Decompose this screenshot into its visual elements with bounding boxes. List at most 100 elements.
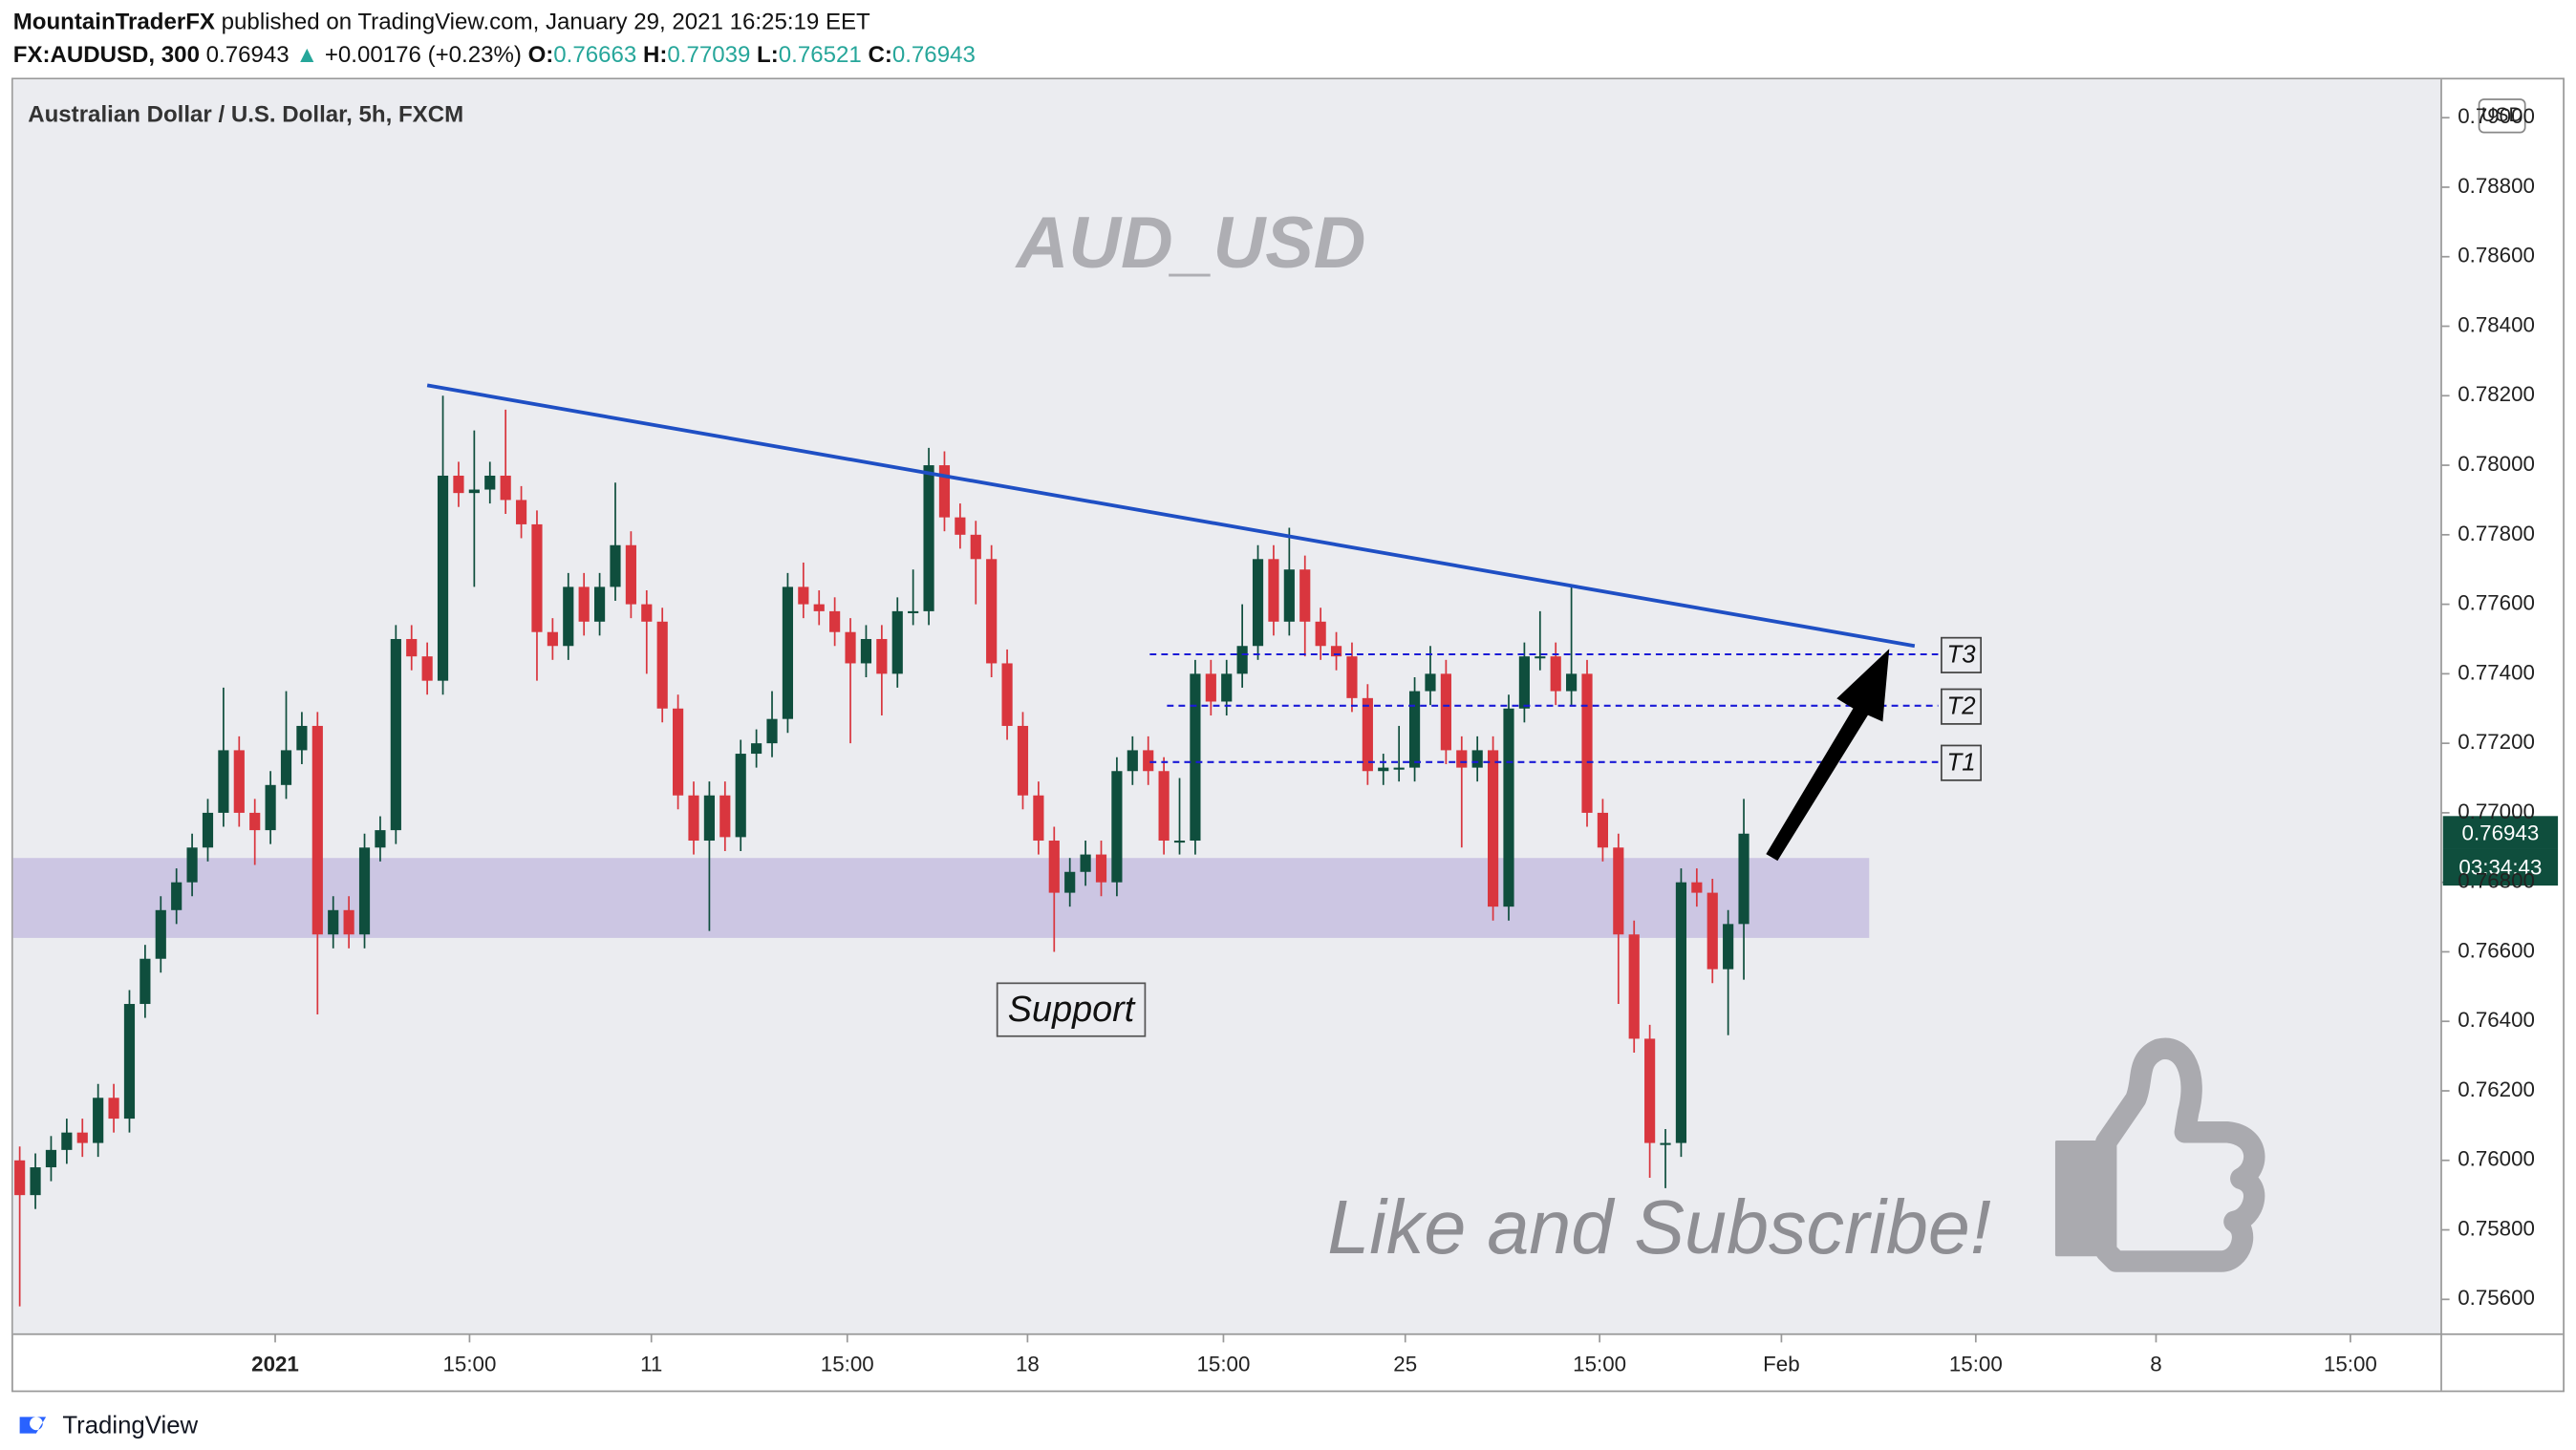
candle-body bbox=[218, 750, 229, 813]
candle-body bbox=[1566, 673, 1578, 692]
candle-body bbox=[375, 830, 386, 848]
candle-body bbox=[280, 750, 292, 785]
candle-body bbox=[343, 909, 354, 935]
candle-body bbox=[798, 586, 809, 605]
candle-body bbox=[1393, 767, 1405, 770]
footer-brand: TradingView bbox=[62, 1413, 198, 1439]
candle-body bbox=[390, 638, 401, 831]
candle-body bbox=[453, 475, 464, 494]
candle-body bbox=[108, 1098, 119, 1119]
candle-body bbox=[891, 610, 903, 674]
candle-body bbox=[468, 489, 480, 494]
price: 0.76943 bbox=[206, 42, 290, 68]
support-zone bbox=[12, 858, 1870, 938]
candle-body bbox=[1033, 795, 1044, 842]
candle-body bbox=[1550, 656, 1561, 692]
candle-body bbox=[249, 812, 261, 831]
candle-body bbox=[1173, 841, 1186, 843]
x-tick-label: 15:00 bbox=[821, 1352, 874, 1375]
candle-body bbox=[1644, 1038, 1656, 1143]
candle-body bbox=[1597, 812, 1609, 848]
candle-body bbox=[1346, 656, 1358, 698]
price-tag: 0.76943 03:34:43 bbox=[2442, 816, 2559, 886]
candle-body bbox=[531, 523, 543, 632]
candle-body bbox=[860, 638, 872, 664]
watermark: AUD_USD bbox=[1015, 203, 1366, 284]
candle-body bbox=[437, 475, 449, 681]
candle-body bbox=[1613, 847, 1624, 935]
candle-body bbox=[1628, 934, 1640, 1039]
candle-body bbox=[751, 743, 762, 755]
o-value: 0.76663 bbox=[553, 42, 636, 68]
candle-body bbox=[1127, 750, 1138, 772]
candle-body bbox=[123, 1004, 136, 1119]
candle-body bbox=[1111, 771, 1123, 883]
o-label: O: bbox=[528, 42, 554, 68]
x-tick-label: 15:00 bbox=[1573, 1352, 1626, 1375]
x-tick-label: 18 bbox=[1016, 1352, 1040, 1375]
support-box bbox=[996, 982, 1147, 1037]
currency-badge bbox=[2478, 98, 2526, 134]
candle-body bbox=[30, 1167, 41, 1196]
candle-body bbox=[970, 534, 981, 560]
candle-body bbox=[421, 656, 433, 681]
candle-body bbox=[265, 784, 276, 831]
candle-body bbox=[1064, 871, 1076, 893]
candle-body bbox=[656, 621, 668, 709]
y-tick-label: 0.76400 bbox=[2458, 1008, 2535, 1032]
candle-body bbox=[1095, 854, 1107, 883]
candle-body bbox=[673, 708, 684, 796]
chart-title: Australian Dollar / U.S. Dollar, 5h, FXC… bbox=[28, 102, 463, 128]
candle-body bbox=[358, 847, 371, 935]
candle-body bbox=[1581, 673, 1593, 813]
candle-body bbox=[1362, 697, 1373, 772]
candle-body bbox=[76, 1132, 88, 1143]
y-tick-label: 0.79000 bbox=[2458, 104, 2535, 128]
x-tick-label: Feb bbox=[1763, 1352, 1799, 1375]
candle-body bbox=[625, 544, 636, 605]
y-tick-label: 0.77400 bbox=[2458, 660, 2535, 684]
candle-body bbox=[328, 909, 339, 935]
candle-body bbox=[563, 586, 574, 647]
h-value: 0.77039 bbox=[667, 42, 750, 68]
c-value: 0.76943 bbox=[892, 42, 976, 68]
candle-body bbox=[845, 631, 856, 664]
candle-body bbox=[406, 638, 418, 657]
candle-body bbox=[155, 909, 166, 959]
l-label: L: bbox=[757, 42, 779, 68]
symbol: FX:AUDUSD, 300 bbox=[13, 42, 200, 68]
candle-body bbox=[955, 517, 966, 535]
l-value: 0.76521 bbox=[779, 42, 862, 68]
target-label: T2 bbox=[1946, 693, 1976, 719]
candle-body bbox=[1518, 656, 1530, 709]
candle-body bbox=[1252, 559, 1264, 647]
candle-body bbox=[593, 586, 606, 622]
candle-body bbox=[923, 465, 934, 611]
candle-body bbox=[1048, 841, 1060, 893]
candle-body bbox=[766, 718, 778, 744]
countdown: 03:34:43 bbox=[2458, 856, 2542, 880]
candle-body bbox=[735, 754, 746, 838]
candle-body bbox=[1143, 750, 1154, 772]
candle-body bbox=[1158, 771, 1170, 842]
candle-body bbox=[938, 465, 951, 518]
currency: USD bbox=[2481, 104, 2523, 126]
plot bbox=[12, 117, 2450, 1343]
countdown-box bbox=[2442, 848, 2559, 886]
thumbs-up bbox=[2054, 1037, 2265, 1272]
x-tick-label: 8 bbox=[2150, 1352, 2161, 1375]
candle-body bbox=[1488, 750, 1499, 907]
candle-body bbox=[703, 795, 715, 842]
candle-body bbox=[641, 604, 653, 622]
y-tick-label: 0.75800 bbox=[2458, 1216, 2535, 1240]
last-price-label: 0.76943 bbox=[2462, 821, 2540, 844]
y-tick-label: 0.76800 bbox=[2458, 869, 2535, 893]
candle-body bbox=[547, 631, 558, 647]
tv-logo bbox=[19, 1417, 47, 1434]
candle-body bbox=[1205, 673, 1216, 702]
candle-body bbox=[296, 725, 308, 751]
candle-body bbox=[1378, 767, 1389, 772]
candle-body bbox=[610, 544, 621, 587]
candle-body bbox=[1408, 691, 1421, 768]
y-tick-label: 0.77800 bbox=[2458, 522, 2535, 545]
